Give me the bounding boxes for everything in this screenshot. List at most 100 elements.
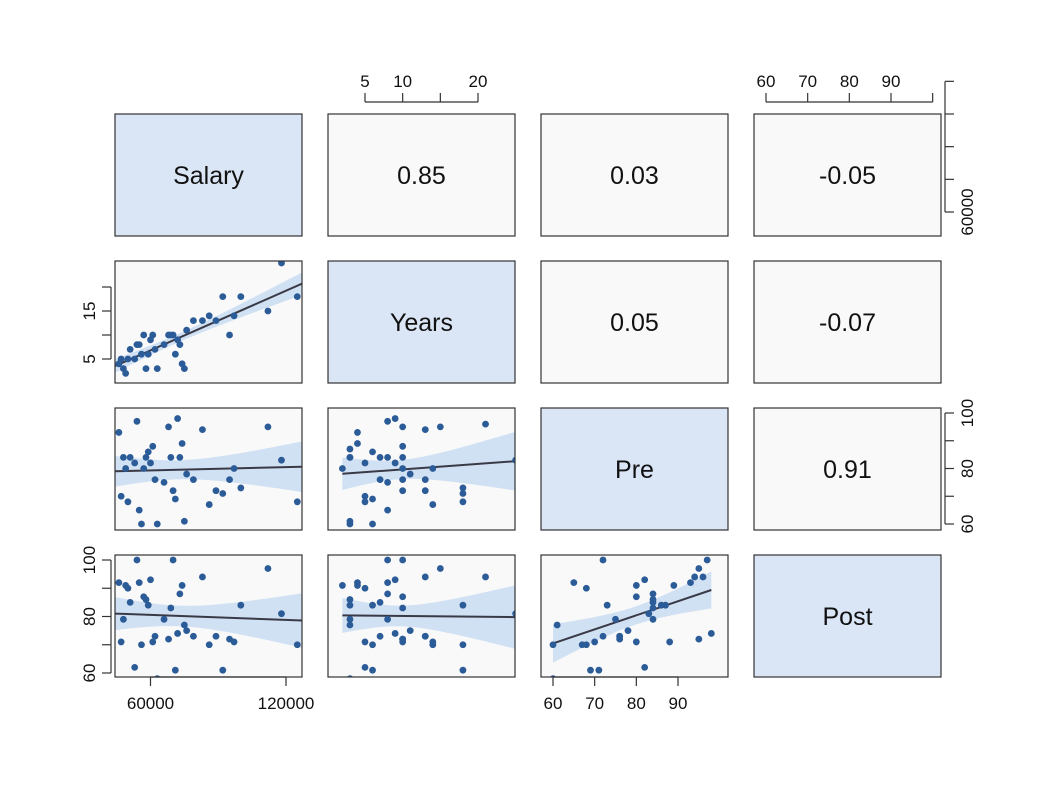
tick-label: 60: [80, 664, 99, 683]
scatter-point: [570, 579, 578, 586]
scatter-point: [183, 470, 191, 478]
scatter-point: [160, 341, 168, 348]
scatter-point: [205, 641, 213, 649]
scatter-point: [190, 632, 197, 640]
scatter-point: [178, 440, 186, 447]
scatter-point: [703, 556, 711, 564]
scatter-panel-border: [327, 554, 516, 678]
scatter-point: [133, 417, 141, 425]
scatter-point: [599, 632, 607, 640]
scatter-point: [264, 565, 272, 572]
scatter-point: [167, 454, 175, 461]
scatter-point: [219, 293, 227, 300]
scatter-point: [138, 641, 145, 649]
scatter-point: [237, 484, 245, 492]
scatter-point: [361, 492, 369, 500]
scatter-point: [190, 476, 197, 483]
tick-label: 90: [669, 694, 688, 713]
correlation-panel-bg: [753, 113, 942, 237]
scatter-point: [346, 601, 354, 609]
scatter-point: [151, 346, 159, 353]
scatter-point: [219, 490, 227, 497]
scatter-point: [482, 420, 489, 428]
scatter-plot-area: [339, 415, 515, 528]
x-axis-top-post: 60 70 80 90: [757, 72, 934, 103]
scatter-point: [624, 627, 632, 635]
scatter-point: [406, 627, 414, 635]
diagonal-panel-bg: [753, 554, 942, 678]
variable-label-salary: Salary: [173, 162, 244, 190]
scatter-point: [421, 487, 429, 495]
scatter-point: [399, 604, 407, 612]
scatter-point: [346, 675, 353, 677]
panel-post-post: Post: [753, 554, 942, 678]
scatter-point: [165, 423, 172, 431]
scatter-point: [399, 556, 407, 564]
scatter-point: [649, 604, 657, 612]
scatter-point: [376, 632, 384, 640]
scatter-point: [165, 635, 172, 643]
scatter-point: [657, 601, 665, 609]
scatter-point: [591, 638, 599, 646]
scatter-point: [230, 638, 238, 646]
scatter-point: [369, 495, 376, 503]
scatter-point: [361, 459, 369, 467]
scatter-point: [316, 279, 323, 286]
scatter-point: [553, 621, 561, 629]
tick-label: 15: [80, 302, 99, 321]
scatter-point: [316, 574, 323, 581]
scatter-point: [384, 506, 391, 514]
scatter-point: [226, 476, 233, 483]
scatter-point: [149, 442, 157, 450]
scatter-point: [212, 487, 220, 495]
scatter-point: [346, 445, 354, 453]
scatter-point: [178, 582, 186, 589]
scatter-point: [190, 317, 197, 324]
scatter-point: [120, 454, 127, 461]
tick-label: 100: [958, 399, 977, 427]
scatter-point: [599, 556, 607, 564]
scatter-point: [149, 638, 157, 646]
confidence-band: [115, 593, 302, 648]
scatter-point: [180, 517, 188, 525]
y-axis-right-salary: 60000: [944, 80, 977, 236]
scatter-point: [399, 454, 407, 461]
scatter-point: [361, 663, 369, 671]
scatter-point: [421, 476, 429, 483]
scatter-point: [695, 565, 703, 572]
scatter-point: [126, 454, 134, 461]
scatter-point: [436, 423, 444, 431]
scatter-point: [154, 675, 161, 677]
scatter-plot-area: [115, 261, 323, 377]
scatter-point: [399, 476, 407, 483]
diagonal-panel-bg: [540, 407, 729, 531]
scatter-point: [549, 641, 557, 649]
scatter-point: [176, 590, 184, 598]
scatter-point: [219, 666, 227, 674]
scatter-point: [399, 465, 407, 472]
scatter-point: [595, 666, 603, 674]
scatter-point: [582, 584, 590, 592]
diagonal-panel-bg: [327, 260, 516, 384]
panel-salary-salary: Salary: [114, 113, 303, 237]
scatter-point: [429, 465, 437, 472]
scatter-point: [399, 635, 407, 643]
scatter-point: [707, 630, 715, 637]
scatter-point: [399, 593, 407, 601]
scatter-point: [603, 601, 611, 609]
scatter-point: [384, 478, 391, 486]
scatter-point: [369, 448, 376, 456]
scatter-point: [237, 293, 245, 300]
scatter-panel-border: [327, 407, 516, 531]
panel-pre-pre: Pre: [540, 407, 729, 531]
tick-label: 60: [958, 515, 977, 534]
panel-salary-post: -0.05: [753, 113, 942, 237]
tick-label: 60: [544, 694, 563, 713]
correlation-panel-bg: [540, 113, 729, 237]
tick-label: 70: [585, 694, 604, 713]
scatter-point: [293, 498, 301, 506]
scatter-point: [632, 582, 640, 589]
scatter-point: [376, 454, 384, 461]
confidence-band: [115, 272, 302, 373]
